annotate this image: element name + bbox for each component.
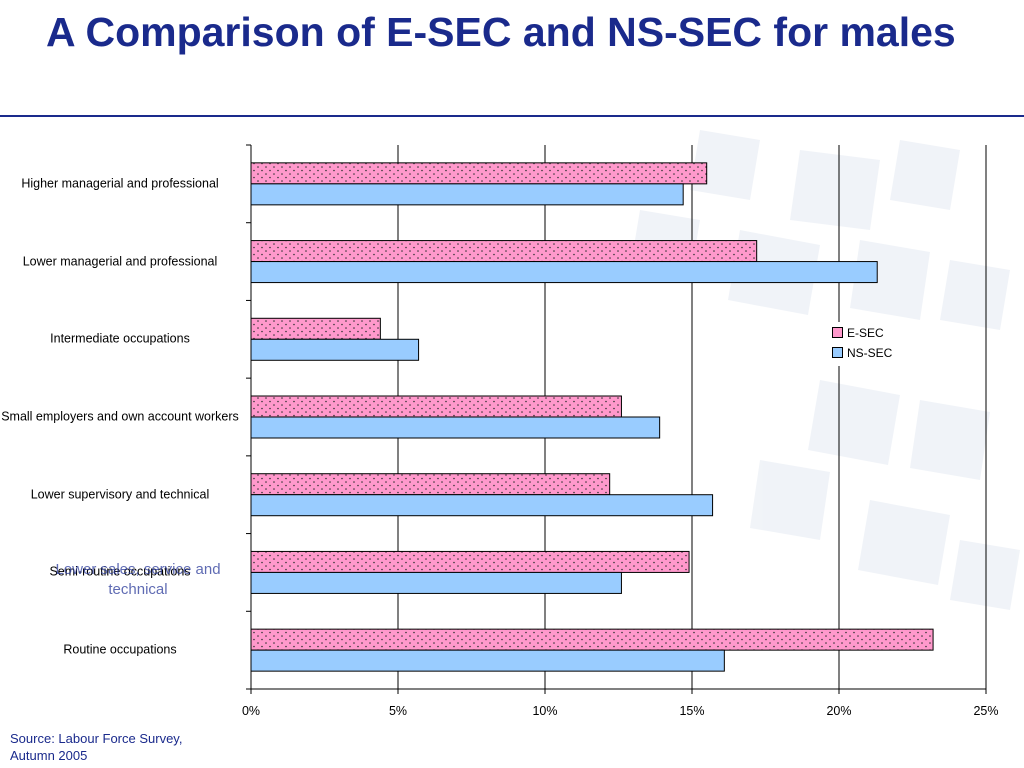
legend-item-esec: E-SEC (832, 325, 884, 341)
x-tick-label: 10% (532, 704, 557, 718)
bar-esec (250, 473, 611, 496)
x-tick-label: 25% (973, 704, 998, 718)
category-label: Lower managerial and professional (22, 254, 218, 269)
slide-title: A Comparison of E-SEC and NS-SEC for mal… (46, 9, 956, 55)
category-label: Routine occupations (63, 642, 177, 657)
category-label: Higher managerial and professional (21, 176, 219, 191)
category-label: Small employers and own account workers (1, 409, 239, 424)
legend-label-nssec: NS-SEC (847, 346, 893, 360)
bar-esec (250, 395, 622, 418)
bar-chart: 0% 5% 10% 15% 20% 25% (242, 144, 999, 718)
category-label: Lower supervisory and technical (30, 487, 210, 502)
bar-esec (250, 162, 708, 185)
category-label: Intermediate occupations (50, 331, 190, 346)
title-divider (0, 115, 1024, 117)
bar-esec (250, 628, 934, 651)
bar-nssec (250, 261, 878, 284)
legend-swatch-nssec (832, 347, 843, 358)
x-tick-label: 0% (242, 704, 260, 718)
bar-nssec (250, 571, 622, 594)
bar-nssec (250, 416, 661, 439)
overlay-label: Lower sales, service and technical (55, 561, 221, 598)
source-note: Source: Labour Force Survey, Autumn 2005 (10, 731, 183, 763)
legend-swatch-esec (832, 327, 843, 338)
category-label: Semi-routine occupations (49, 564, 191, 579)
x-tick-label: 20% (826, 704, 851, 718)
chart-legend: E-SEC NS-SEC (826, 322, 908, 366)
bar-esec (250, 240, 758, 263)
bar-esec (250, 317, 381, 340)
bar-nssec (250, 183, 684, 206)
bar-nssec (250, 649, 725, 672)
legend-item-nssec: NS-SEC (832, 345, 892, 361)
legend-label-esec: E-SEC (847, 326, 884, 340)
x-tick-label: 15% (679, 704, 704, 718)
bar-nssec (250, 494, 714, 517)
x-tick-label: 5% (389, 704, 407, 718)
bar-esec (250, 550, 690, 573)
bar-nssec (250, 338, 420, 361)
